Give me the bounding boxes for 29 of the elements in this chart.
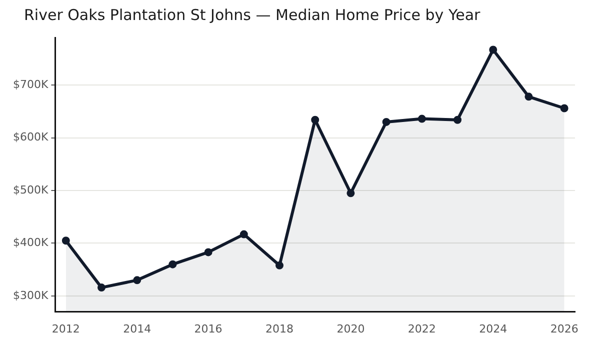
point [418, 114, 426, 123]
y-tick-label: $300K [12, 288, 49, 302]
point [204, 248, 212, 256]
y-tick-label: $700K [12, 78, 49, 91]
point [524, 92, 533, 101]
point [382, 118, 390, 126]
y-tick-label: $500K [12, 183, 49, 196]
x-tick-label: 2024 [479, 322, 508, 336]
x-tick-label: 2016 [194, 322, 222, 336]
x-tick-label: 2014 [123, 322, 152, 336]
point [489, 46, 498, 54]
x-tick-label: 2012 [52, 322, 80, 336]
point [346, 189, 355, 198]
y-tick-label: $400K [12, 236, 49, 250]
point [311, 116, 320, 124]
chart-title: River Oaks Plantation St Johns — Median Home Price by Year [24, 6, 480, 24]
x-tick-label: 2020 [336, 322, 365, 336]
point [560, 104, 568, 112]
x-tick-label: 2022 [408, 322, 436, 336]
point [62, 236, 70, 245]
point [454, 116, 462, 124]
x-tick-label: 2018 [266, 322, 294, 336]
x-tick-label: 2026 [550, 322, 578, 336]
y-tick-label: $600K [12, 130, 49, 144]
point [133, 276, 142, 284]
point [97, 284, 106, 292]
point [240, 230, 248, 238]
point [276, 261, 284, 270]
point [168, 260, 177, 268]
